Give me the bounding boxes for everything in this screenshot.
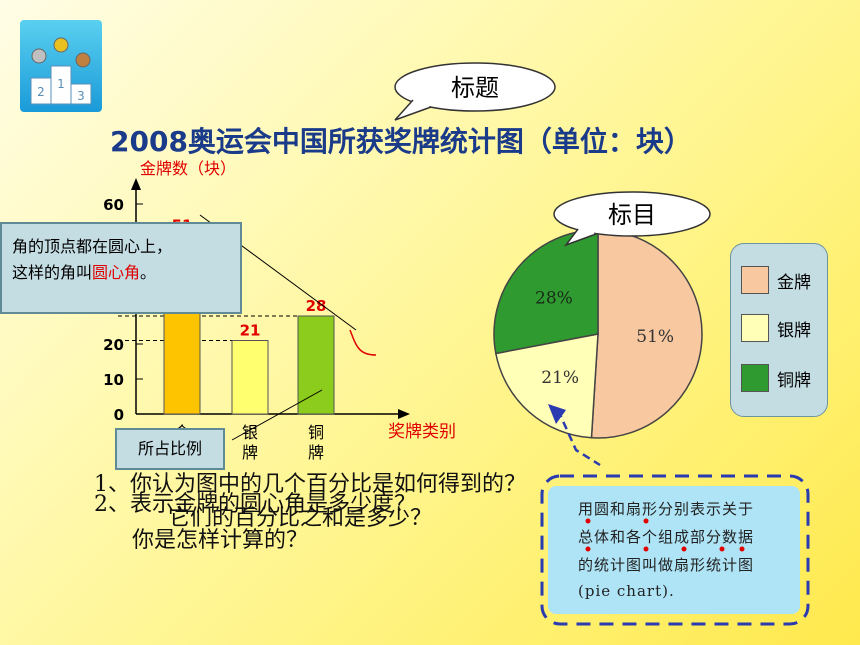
pie-legend: 金牌 银牌 铜牌 <box>730 243 828 417</box>
bar-value-label: 28 <box>306 297 327 315</box>
bar-x-axis-arrow <box>398 409 410 419</box>
ratio-label-box: 所占比例 <box>115 428 225 470</box>
podium-logo: 1 2 3 <box>20 20 102 112</box>
definition-line-3: 的统计图叫做扇形统计图 <box>578 556 755 574</box>
note-line-1: 角的顶点都在圆心上， <box>12 237 173 256</box>
red-bracket-mark <box>349 329 377 356</box>
bar-x-axis-label: 奖牌类别 <box>388 422 456 442</box>
chart-title: 2008奥运会中国所获奖牌统计图（单位：块） <box>110 125 692 158</box>
pie-slice-1 <box>494 333 599 439</box>
definition-emphasis-dots <box>585 518 745 552</box>
legend-swatch-silver <box>741 314 769 342</box>
item-bubble-label: 标目 <box>608 201 656 229</box>
pie-to-definition-dashed-line <box>556 409 601 467</box>
question-1: 1、你认为图中的几个百分比是如何得到的？ <box>94 472 526 497</box>
title-bubble-label: 标题 <box>451 74 499 102</box>
pie-slice-label: 51% <box>636 327 674 347</box>
legend-swatch-gold <box>741 266 769 294</box>
podium-icon: 1 2 3 <box>30 37 92 105</box>
bar-value-label: 21 <box>240 322 261 340</box>
note-line-2-suffix: 。 <box>140 263 157 282</box>
svg-text:3: 3 <box>77 89 85 103</box>
pie-chart-definition-card: 用圆和扇形分别表示关于 总体和各个组成部分数据 的统计图叫做扇形统计图 (pie… <box>548 486 800 614</box>
bar-category-label: 铜 <box>308 423 324 442</box>
central-angle-note: 角的顶点都在圆心上， 这样的角叫圆心角。 <box>0 222 242 314</box>
bar-y-tick-label: 0 <box>114 406 124 424</box>
legend-label-bronze: 铜牌 <box>777 371 811 391</box>
pie-slice-label: 28% <box>535 289 573 309</box>
bar-category-label: 牌 <box>308 443 324 462</box>
legend-label-gold: 金牌 <box>777 273 811 293</box>
definition-line-1: 用圆和扇形分别表示关于 <box>578 500 755 518</box>
definition-dashed-frame <box>540 474 810 626</box>
bar-y-tick-label: 60 <box>103 196 124 214</box>
question-2: 2、表示金牌的圆心角是多少度？ <box>94 492 416 517</box>
item-speech-bubble: 标目 <box>553 191 711 247</box>
bar-y-axis-label: 金牌数（块） <box>140 159 236 178</box>
bar-y-tick-label: 10 <box>103 371 124 389</box>
title-speech-bubble: 标题 <box>394 62 556 121</box>
note-line-2-prefix: 这样的角叫 <box>12 263 93 282</box>
svg-text:2: 2 <box>37 85 45 99</box>
legend-label-silver: 银牌 <box>777 321 811 341</box>
pie-slice-label: 21% <box>541 368 579 388</box>
ratio-pointer-line <box>231 389 323 441</box>
pie-slice-0 <box>590 229 703 439</box>
bar-2 <box>297 315 335 415</box>
question-1-alt: 它们的百分比之和是多少？ <box>168 506 433 531</box>
bar-1 <box>231 340 269 415</box>
question-2-line-2: 你是怎样计算的？ <box>132 528 309 553</box>
svg-text:1: 1 <box>57 77 65 91</box>
bar-category-label: 牌 <box>242 443 258 462</box>
note-line-2: 这样的角叫圆心角。 <box>12 260 240 286</box>
note-highlight-term: 圆心角 <box>92 263 141 282</box>
bar-y-axis-arrow <box>131 178 141 190</box>
definition-line-4: (pie chart). <box>578 582 675 600</box>
legend-swatch-bronze <box>741 364 769 392</box>
definition-line-2: 总体和各个组成部分数据 <box>578 528 755 546</box>
dashed-arrowhead <box>548 404 566 424</box>
